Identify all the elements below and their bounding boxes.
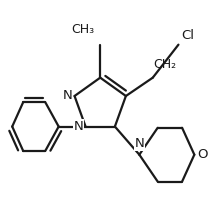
Text: Cl: Cl [181, 29, 194, 42]
Text: CH₂: CH₂ [153, 58, 177, 71]
Text: N: N [62, 89, 72, 103]
Text: CH₃: CH₃ [72, 24, 95, 37]
Text: O: O [197, 148, 208, 161]
Text: N: N [134, 137, 144, 150]
Text: N: N [73, 120, 83, 133]
